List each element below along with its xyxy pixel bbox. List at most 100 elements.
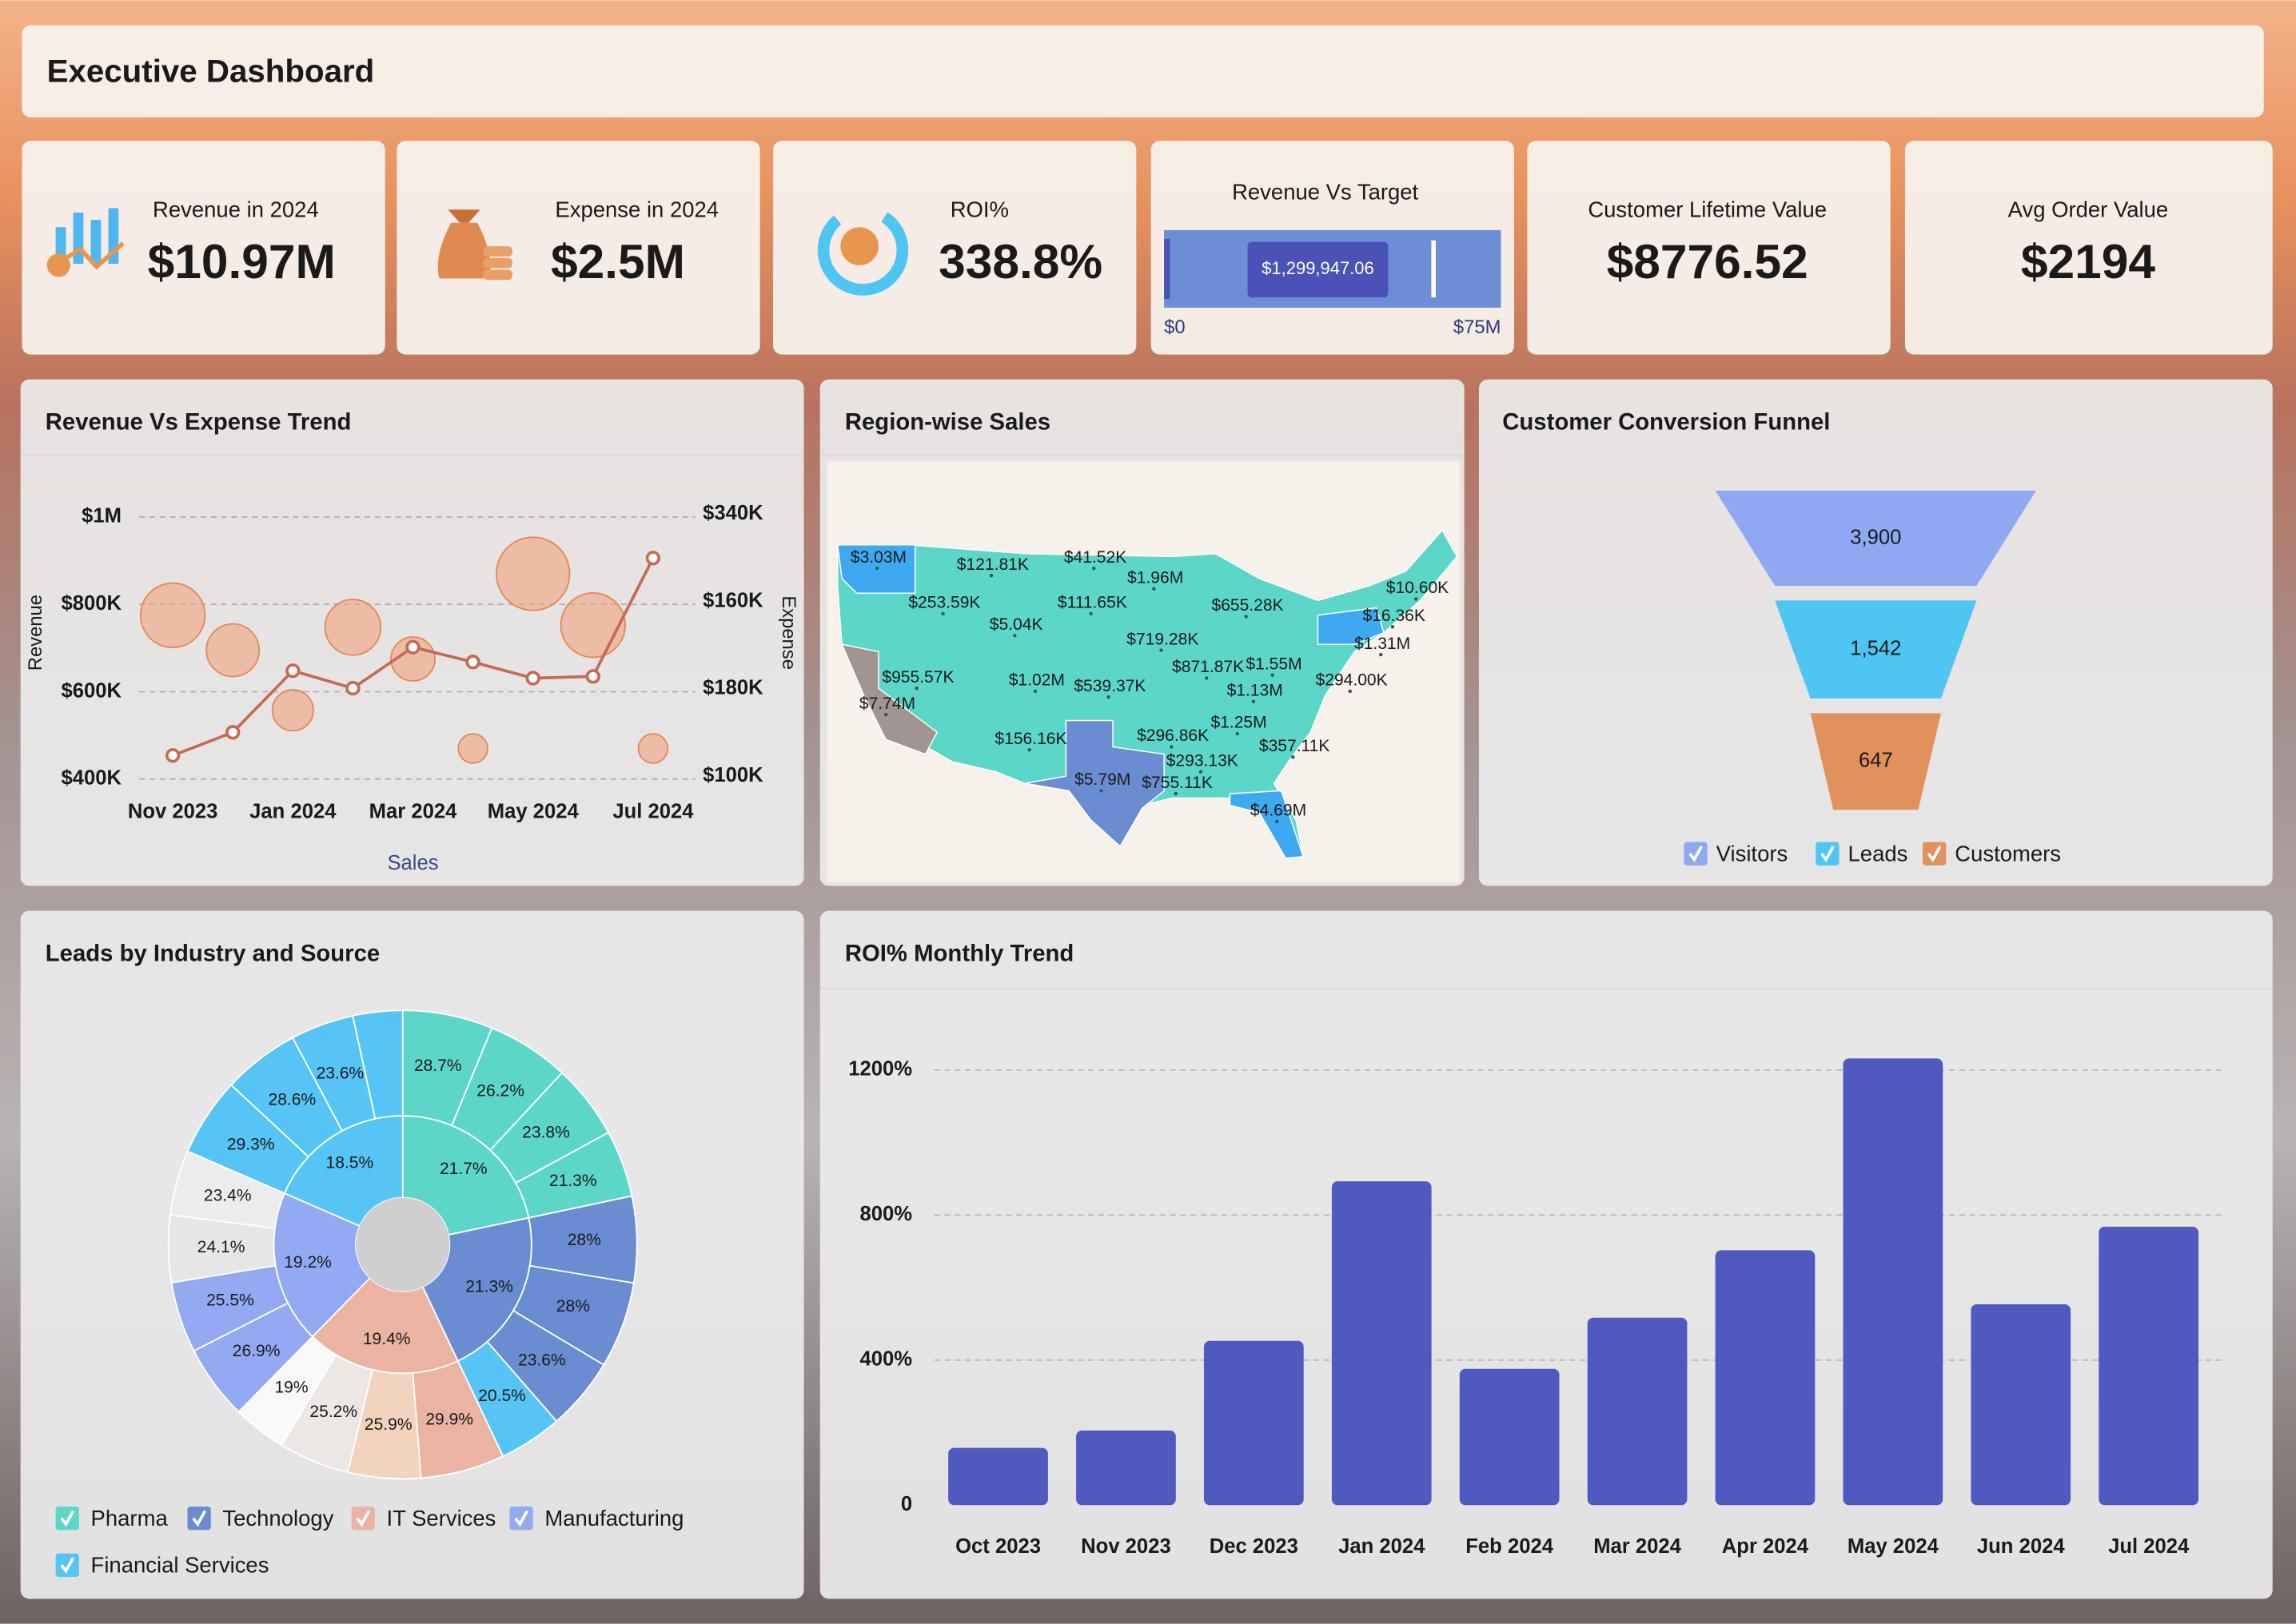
region-value-label: $1.31M xyxy=(1354,635,1410,653)
legend-checkbox xyxy=(509,1507,533,1530)
sunburst-outer-label: 23.6% xyxy=(317,1065,365,1083)
y-tick-label: $800K xyxy=(62,592,122,615)
sunburst-outer-segment xyxy=(352,1009,404,1120)
sunburst-outer-label: 24.1% xyxy=(197,1238,245,1256)
sunburst-outer-label: 23.6% xyxy=(518,1351,566,1370)
check-mark xyxy=(60,1557,75,1574)
region-marker xyxy=(989,573,994,578)
legend-label: Manufacturing xyxy=(544,1506,684,1530)
x-tick-label: Jun 2024 xyxy=(1977,1535,2065,1558)
x-tick-label: Jan 2024 xyxy=(1338,1535,1425,1558)
bar xyxy=(1587,1317,1688,1506)
region-marker xyxy=(1033,689,1038,694)
region-marker xyxy=(1106,695,1110,699)
bar xyxy=(1076,1430,1176,1506)
region-marker xyxy=(883,712,888,717)
icon-part xyxy=(437,222,491,279)
sunburst-outer-label: 20.5% xyxy=(478,1387,526,1405)
panel-title: Revenue Vs Expense Trend xyxy=(46,408,352,435)
panel-title: Region-wise Sales xyxy=(845,408,1050,435)
legend-label: Technology xyxy=(222,1506,333,1530)
icon-part xyxy=(46,253,70,277)
y-tick-label: $400K xyxy=(62,767,122,790)
y2-tick-label: $100K xyxy=(703,764,763,786)
icon-part xyxy=(483,257,513,269)
region-marker xyxy=(1198,770,1203,774)
legend-label: Visitors xyxy=(1716,841,1788,866)
bubble xyxy=(139,582,206,649)
region-value-label: $5.04K xyxy=(990,615,1043,634)
kpi-value: $2.5M xyxy=(551,234,685,289)
line-point xyxy=(285,663,301,679)
check-mark xyxy=(1927,846,1942,862)
legend-label: IT Services xyxy=(387,1506,496,1530)
bar xyxy=(1971,1304,2071,1506)
x-tick-label: May 2024 xyxy=(1848,1535,1939,1558)
funnel-stage xyxy=(1810,713,1942,810)
region-value-label: $1.02M xyxy=(1009,671,1065,690)
icon-part xyxy=(448,209,480,223)
sunburst-inner-label: 19.2% xyxy=(284,1253,332,1272)
sunburst-outer-label: 28% xyxy=(556,1297,590,1316)
sunburst-hole xyxy=(356,1197,450,1292)
region-marker xyxy=(1291,755,1295,759)
sunburst-outer-label: 28% xyxy=(568,1231,601,1249)
x-tick-label: Oct 2023 xyxy=(955,1535,1041,1558)
sunburst-outer-label: 25.5% xyxy=(206,1292,254,1310)
line-point xyxy=(585,669,600,684)
y-tick-label: $600K xyxy=(62,679,122,702)
bubble xyxy=(496,536,571,611)
y-tick-label: 400% xyxy=(860,1348,913,1371)
region-marker xyxy=(1244,615,1248,619)
legend-checkbox xyxy=(1816,842,1840,866)
roi-icon xyxy=(817,212,909,296)
panel xyxy=(20,379,804,886)
check-mark xyxy=(192,1510,207,1527)
region-marker xyxy=(1205,676,1209,680)
bubble xyxy=(637,733,669,764)
line-point xyxy=(525,671,540,686)
x-tick-label: Jul 2024 xyxy=(612,801,694,823)
legend-checkbox xyxy=(55,1507,79,1530)
x-tick-label: Jul 2024 xyxy=(2108,1535,2190,1558)
region-value-label: $955.57K xyxy=(882,668,954,687)
line-point xyxy=(165,748,181,763)
funnel-value-label: 647 xyxy=(1859,750,1893,772)
region-marker xyxy=(1152,587,1156,591)
legend-checkbox xyxy=(187,1507,211,1530)
region-value-label: $156.16K xyxy=(995,730,1066,748)
revenue-icon xyxy=(46,208,125,277)
y-tick-label: 800% xyxy=(860,1203,913,1225)
region-value-label: $10.60K xyxy=(1386,579,1449,597)
kpi-value: $10.97M xyxy=(148,234,336,289)
legend-label: Customers xyxy=(1955,841,2061,866)
region-marker xyxy=(1027,747,1031,752)
region-marker xyxy=(1379,652,1383,657)
legend-checkbox xyxy=(1922,842,1947,866)
region-value-label: $16.36K xyxy=(1363,607,1425,625)
icon-part xyxy=(483,269,513,281)
icon-part xyxy=(90,220,102,265)
bar xyxy=(1459,1368,1560,1506)
kpi-card xyxy=(1904,141,2273,355)
expense-icon xyxy=(437,209,513,281)
y2-tick-label: $340K xyxy=(703,502,763,524)
line-point xyxy=(465,655,480,670)
bubble xyxy=(560,591,627,659)
bar xyxy=(1715,1250,1816,1506)
sunburst-outer-label: 25.9% xyxy=(365,1415,413,1434)
region-marker xyxy=(1274,819,1279,824)
region-value-label: $357.11K xyxy=(1259,737,1330,755)
line-point xyxy=(225,725,241,740)
x-tick-label: Mar 2024 xyxy=(1593,1535,1681,1558)
check-mark xyxy=(514,1510,528,1527)
icon-part xyxy=(73,212,84,265)
region-value-label: $755.11K xyxy=(1142,774,1213,792)
y2-tick-label: $160K xyxy=(703,589,763,611)
x-tick-label: Mar 2024 xyxy=(369,801,457,823)
range-label: $0 xyxy=(1164,316,1185,338)
legend-label: Financial Services xyxy=(91,1552,269,1577)
value-pill xyxy=(1247,241,1389,298)
bar xyxy=(2099,1226,2199,1506)
region-value-label: $1.96M xyxy=(1127,568,1183,587)
